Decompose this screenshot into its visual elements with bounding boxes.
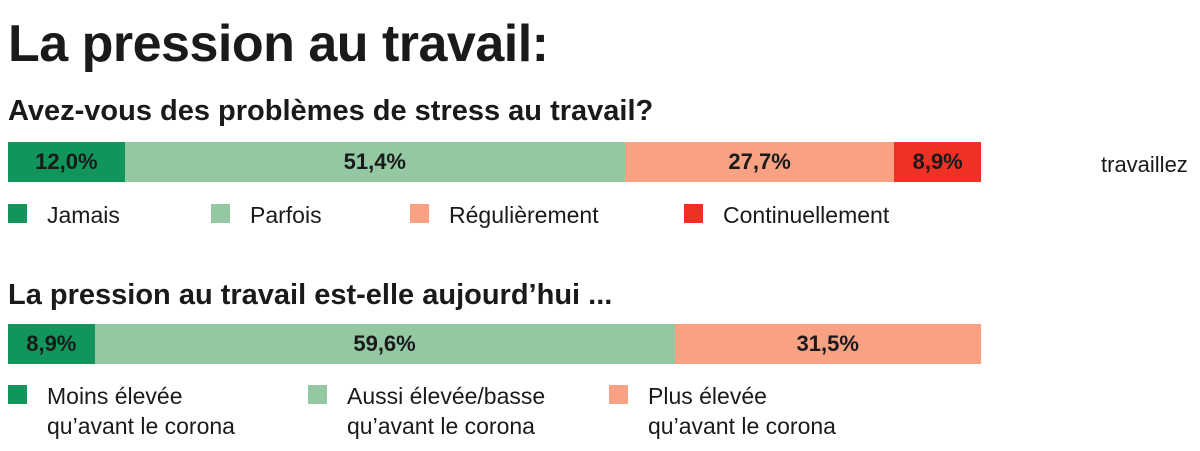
legend-label: Aussi élevée/basse qu’avant le corona: [347, 383, 546, 439]
data-label: 8,9%: [26, 331, 77, 356]
bar-segment: 8,9%: [894, 142, 981, 182]
legend-swatch: [308, 385, 327, 404]
stray-cropped-text: travaillez: [1101, 152, 1188, 177]
bar-segment: 27,7%: [624, 142, 895, 182]
page-title: La pression au travail:: [8, 15, 549, 73]
legend-swatch: [8, 385, 27, 404]
legend-swatch: [211, 204, 230, 223]
legend-swatch: [609, 385, 628, 404]
legend-item: Plus élevée qu’avant le corona: [609, 381, 836, 441]
chart-1-stacked-bar: 12,0% 51,4% 27,7% 8,9%: [8, 142, 981, 182]
legend-label: Régulièrement: [449, 202, 599, 228]
bar-segment: 59,6%: [94, 324, 675, 364]
legend-swatch: [8, 204, 27, 223]
legend-swatch: [684, 204, 703, 223]
bar-segment: 31,5%: [674, 324, 981, 364]
legend-label: Plus élevée qu’avant le corona: [648, 383, 836, 439]
legend-label: Moins élevée qu’avant le corona: [47, 383, 235, 439]
data-label: 31,5%: [796, 331, 859, 356]
chart-2-stacked-bar: 8,9% 59,6% 31,5%: [8, 324, 981, 364]
data-label: 59,6%: [353, 331, 416, 356]
bar-segment: 8,9%: [8, 324, 95, 364]
data-label: 27,7%: [728, 149, 791, 174]
legend-label: Parfois: [250, 202, 322, 228]
legend-item: Continuellement: [684, 200, 889, 230]
legend-item: Parfois: [211, 200, 322, 230]
data-label: 51,4%: [343, 149, 406, 174]
data-label: 12,0%: [35, 149, 98, 174]
legend-label: Jamais: [47, 202, 120, 228]
chart-1-title: Avez-vous des problèmes de stress au tra…: [8, 95, 654, 127]
bar-segment: 51,4%: [124, 142, 625, 182]
chart-2-title: La pression au travail est-elle aujourd’…: [8, 279, 613, 311]
data-label: 8,9%: [912, 149, 963, 174]
legend-item: Jamais: [8, 200, 120, 230]
legend-item: Aussi élevée/basse qu’avant le corona: [308, 381, 545, 441]
legend-swatch: [410, 204, 429, 223]
legend-label: Continuellement: [723, 202, 890, 228]
bar-segment: 12,0%: [8, 142, 125, 182]
legend-item: Moins élevée qu’avant le corona: [8, 381, 235, 441]
legend-item: Régulièrement: [410, 200, 599, 230]
